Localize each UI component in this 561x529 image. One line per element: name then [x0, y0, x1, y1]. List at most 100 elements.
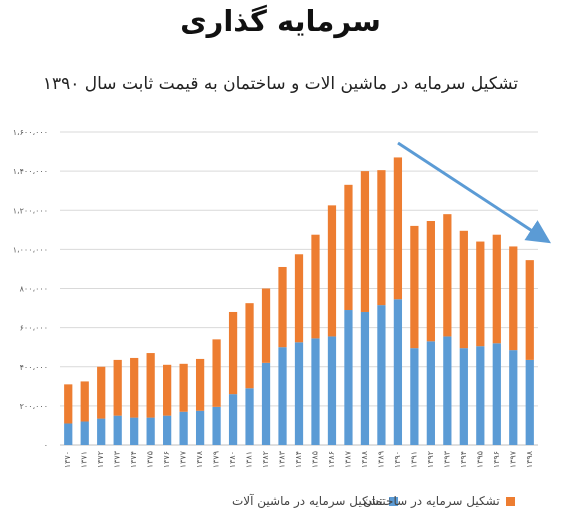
bar-machinery [146, 417, 155, 445]
bars [64, 157, 534, 445]
x-tick-label: ۱۳۹۵ [475, 451, 484, 468]
bar-machinery [179, 411, 188, 445]
bar-buildings [492, 234, 501, 344]
bar-machinery [360, 311, 370, 445]
x-tick-label: ۱۳۸۶ [327, 451, 336, 468]
bar-machinery [344, 310, 353, 445]
bar-buildings [327, 205, 337, 337]
x-tick-label: ۱۳۹۳ [442, 450, 451, 468]
bar-buildings [410, 225, 419, 349]
bar-machinery [163, 415, 172, 445]
y-tick-label: ۰ [44, 441, 48, 450]
x-tick-label: ۱۳۷۷ [179, 450, 188, 468]
legend-item-machinery: تشکیل سرمایه در ماشین آلات [232, 494, 398, 510]
x-tick-label: ۱۳۹۰ [393, 451, 402, 468]
bar-buildings [228, 311, 238, 395]
x-axis-ticks: ۱۳۷۰ ۱۳۷۱ ۱۳۷۲ ۱۳۷۳ ۱۳۷۴ ۱۳۷۵ ۱۳۷۶ ۱۳۷۷ ۱۳۷۸ ۱۳۷۹… [63, 450, 534, 468]
legend-label-buildings: تشکیل سرمایه در ساختمان [363, 494, 500, 508]
x-tick-label: ۱۳۸۱ [245, 451, 254, 468]
bar-buildings [113, 359, 122, 416]
x-tick-label: ۱۳۹۲ [426, 451, 435, 468]
y-tick-label: ۱،۲۰۰،۰۰۰ [13, 206, 48, 215]
bar-machinery [327, 336, 337, 445]
y-axis-ticks: ۰ ۲۰۰،۰۰۰ ۴۰۰،۰۰۰ ۶۰۰،۰۰۰ ۸۰۰،۰۰۰ ۱،۰۰۰،۰۰۰ ۱،… [13, 128, 48, 450]
x-tick-label: ۱۳۸۲ [261, 451, 270, 468]
bar-buildings [146, 353, 155, 418]
x-tick-label: ۱۳۹۶ [492, 451, 501, 468]
bar-buildings [377, 170, 386, 306]
bar-buildings [509, 246, 518, 351]
bar-machinery [459, 348, 468, 445]
chart-title: تشکیل سرمایه در ماشین الات و ساختمان به … [42, 74, 519, 94]
bar-machinery [476, 346, 485, 445]
bar-machinery [245, 388, 254, 445]
bar-machinery [228, 394, 238, 445]
bar-buildings [443, 214, 452, 337]
bar-machinery [278, 347, 287, 445]
bar-buildings [278, 266, 287, 348]
x-tick-label: ۱۳۷۱ [80, 451, 89, 468]
bar-buildings [130, 357, 139, 418]
bar-machinery [294, 342, 304, 445]
x-tick-label: ۱۳۸۵ [310, 451, 319, 468]
bar-buildings [212, 339, 221, 407]
bar-buildings [97, 366, 106, 419]
trend-arrow [397, 141, 552, 244]
legend-swatch-machinery [388, 497, 398, 506]
legend-label-machinery: تشکیل سرمایه در ماشین آلات [232, 494, 383, 508]
x-tick-label: ۱۳۹۸ [525, 450, 534, 468]
bar-machinery [130, 417, 139, 445]
bar-buildings [360, 171, 370, 312]
bar-buildings [245, 303, 254, 389]
bar-buildings [426, 221, 435, 342]
bar-buildings [459, 230, 468, 349]
x-tick-label: ۱۳۷۳ [113, 450, 122, 468]
x-tick-label: ۱۳۷۸ [195, 450, 204, 468]
bar-buildings [80, 381, 89, 422]
bar-machinery [97, 418, 106, 445]
bar-machinery [443, 336, 452, 445]
x-tick-label: ۱۳۷۴ [129, 451, 138, 468]
legend-item-buildings: تشکیل سرمایه در ساختمان [363, 494, 515, 510]
bar-machinery [393, 299, 403, 445]
bar-buildings [195, 358, 205, 411]
page-title: سرمایه گذاری [180, 4, 381, 38]
x-tick-label: ۱۳۸۹ [376, 451, 385, 468]
bar-machinery [80, 421, 89, 445]
bar-machinery [509, 350, 518, 445]
bar-buildings [261, 288, 271, 363]
bar-machinery [113, 415, 122, 445]
bar-machinery [195, 410, 205, 445]
x-tick-label: ۱۳۸۸ [360, 450, 369, 468]
bar-buildings [525, 260, 534, 360]
bar-machinery [64, 423, 73, 445]
x-tick-label: ۱۳۷۶ [162, 451, 171, 468]
x-tick-label: ۱۳۸۰ [228, 451, 237, 468]
bar-buildings [64, 384, 73, 424]
bar-buildings [179, 363, 188, 412]
bar-buildings [163, 364, 172, 416]
x-tick-label: ۱۳۸۷ [343, 450, 352, 468]
x-tick-label: ۱۳۷۹ [212, 451, 221, 468]
bar-machinery [311, 338, 320, 445]
bar-machinery [410, 348, 419, 445]
y-tick-label: ۶۰۰،۰۰۰ [20, 324, 48, 333]
bar-machinery [426, 341, 435, 445]
bar-machinery [525, 359, 534, 445]
bar-buildings [476, 241, 485, 347]
legend-swatch-buildings [505, 497, 515, 506]
y-tick-label: ۸۰۰،۰۰۰ [20, 285, 48, 294]
x-tick-label: ۱۳۹۷ [508, 450, 517, 468]
bar-machinery [377, 305, 386, 445]
x-tick-label: ۱۳۷۰ [63, 451, 72, 468]
x-tick-label: ۱۳۸۴ [294, 451, 303, 468]
bar-buildings [344, 184, 353, 311]
x-tick-label: ۱۳۸۳ [278, 450, 287, 468]
y-tick-label: ۱،۶۰۰،۰۰۰ [13, 128, 48, 137]
x-tick-label: ۱۳۹۱ [409, 451, 418, 468]
bar-machinery [492, 343, 501, 445]
bar-machinery [212, 406, 221, 445]
bar-buildings [294, 254, 304, 343]
x-tick-label: ۱۳۷۲ [96, 451, 105, 468]
